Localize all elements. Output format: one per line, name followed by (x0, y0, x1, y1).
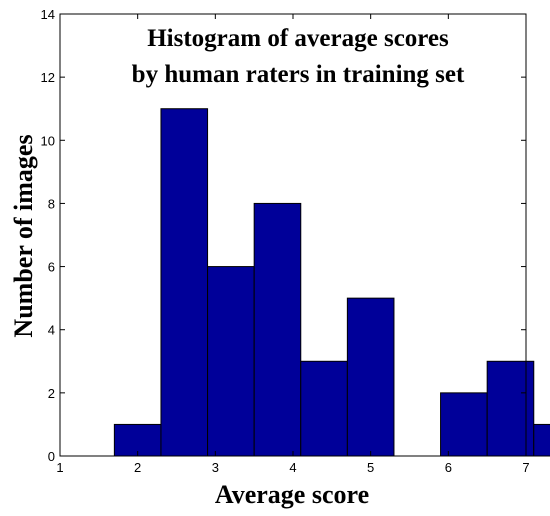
bar-0 (113, 423, 162, 457)
x-axis-label: Average score (215, 480, 369, 509)
x-axis-ticks: 1 2 3 4 5 6 7 (56, 14, 530, 475)
chart-title-line-1: Histogram of average scores (147, 25, 449, 52)
y-tick-label-7: 14 (41, 7, 55, 22)
bar-4 (300, 360, 348, 457)
y-tick-label-4: 8 (48, 196, 55, 211)
bar-5 (346, 297, 395, 457)
y-axis-ticks: 0 2 4 6 8 10 12 14 (41, 7, 526, 464)
x-tick-label-1: 2 (134, 460, 141, 475)
y-tick-label-0: 0 (48, 449, 55, 464)
y-tick-label-3: 6 (48, 260, 55, 275)
bars-group (113, 108, 550, 457)
y-tick-label-1: 2 (48, 386, 55, 401)
bar-3 (253, 202, 302, 457)
x-tick-label-5: 6 (445, 460, 452, 475)
x-tick-label-0: 1 (56, 460, 63, 475)
y-tick-label-2: 4 (48, 323, 55, 338)
bar-7 (440, 392, 488, 457)
x-tick-label-2: 3 (212, 460, 219, 475)
bar-2 (207, 266, 255, 457)
bar-9 (533, 423, 550, 457)
x-tick-label-3: 4 (289, 460, 296, 475)
bar-1 (160, 108, 209, 457)
x-tick-label-6: 7 (522, 460, 529, 475)
y-tick-label-6: 12 (41, 70, 55, 85)
x-tick-label-4: 5 (367, 460, 374, 475)
chart-title-line-2: by human raters in training set (132, 61, 465, 88)
y-axis-label: Number of images (9, 134, 38, 337)
y-tick-label-5: 10 (41, 133, 55, 148)
bar-8 (486, 360, 535, 457)
